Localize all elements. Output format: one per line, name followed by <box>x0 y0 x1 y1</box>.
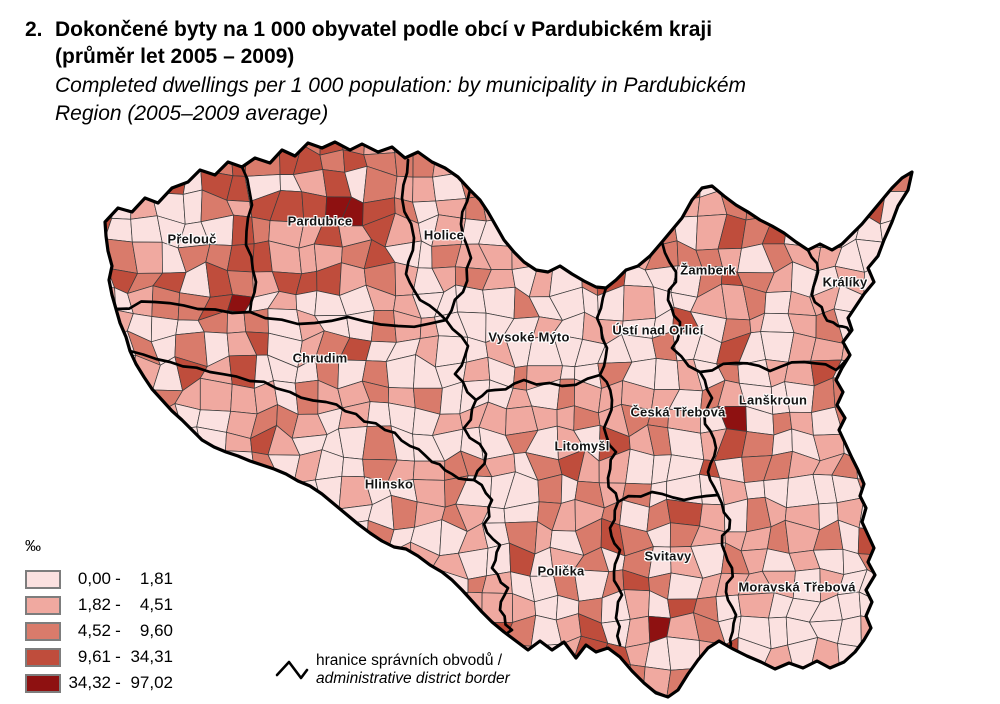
legend-swatch <box>25 621 61 641</box>
legend-swatch <box>25 569 61 589</box>
legend-range-label: 0,00-1,81 <box>77 569 173 588</box>
district-label: Hlinsko <box>364 476 414 492</box>
title-line-1: Dokončené byty na 1 000 obyvatel podle o… <box>55 18 713 41</box>
legend-rows: 0,00-1,81 1,82-4,51 4,52-9,60 9,61-34,31 34,… <box>25 566 173 696</box>
district-label: Česká Třebová <box>630 404 726 420</box>
legend-range-label: 34,32-97,02 <box>68 673 173 692</box>
legend-range-label: 4,52-9,60 <box>77 621 173 640</box>
legend-row: 0,00-1,81 <box>25 566 173 592</box>
legend-swatch <box>25 647 61 667</box>
border-legend: hranice správních obvodů / administrativ… <box>274 652 510 688</box>
district-label: Žamberk <box>680 262 736 278</box>
district-label: Přelouč <box>167 231 217 247</box>
zigzag-border-icon <box>275 660 309 680</box>
district-label: Litomyšl <box>554 438 610 454</box>
border-note-line-1: hranice správních obvodů / <box>316 652 503 669</box>
legend-swatch <box>25 595 61 615</box>
district-label: Svitavy <box>644 548 692 564</box>
subtitle-line-1: Completed dwellings per 1 000 population… <box>55 74 747 97</box>
title-block: 2. Dokončené byty na 1 000 obyvatel podl… <box>25 16 975 128</box>
district-label: Vysoké Mýto <box>488 329 570 345</box>
subtitle-line-2: Region (2005–2009 average) <box>55 102 329 125</box>
district-label: Holice <box>423 227 465 243</box>
district-label: Moravská Třebová <box>738 579 856 595</box>
map-legend: ‰ 0,00-1,81 1,82-4,51 4,52-9,60 9,61-34,31 3… <box>25 538 173 696</box>
legend-row: 34,32-97,02 <box>25 670 173 696</box>
district-label: Pardubice <box>287 213 353 229</box>
legend-range-label: 1,82-4,51 <box>77 595 173 614</box>
title-number: 2. <box>25 18 43 41</box>
title-line-2: (průměr let 2005 – 2009) <box>55 45 295 68</box>
border-note-line-2: administrative district border <box>316 670 510 687</box>
district-label: Lanškroun <box>738 392 808 408</box>
legend-swatch <box>25 673 61 693</box>
district-label: Králíky <box>822 274 868 290</box>
legend-range-label: 9,61-34,31 <box>77 647 173 666</box>
legend-row: 9,61-34,31 <box>25 644 173 670</box>
legend-row: 1,82-4,51 <box>25 592 173 618</box>
district-label: Polička <box>537 563 585 579</box>
legend-row: 4,52-9,60 <box>25 618 173 644</box>
district-label: Chrudim <box>292 350 348 366</box>
legend-unit: ‰ <box>25 538 41 555</box>
district-label: Ústí nad Orlicí <box>612 322 704 338</box>
